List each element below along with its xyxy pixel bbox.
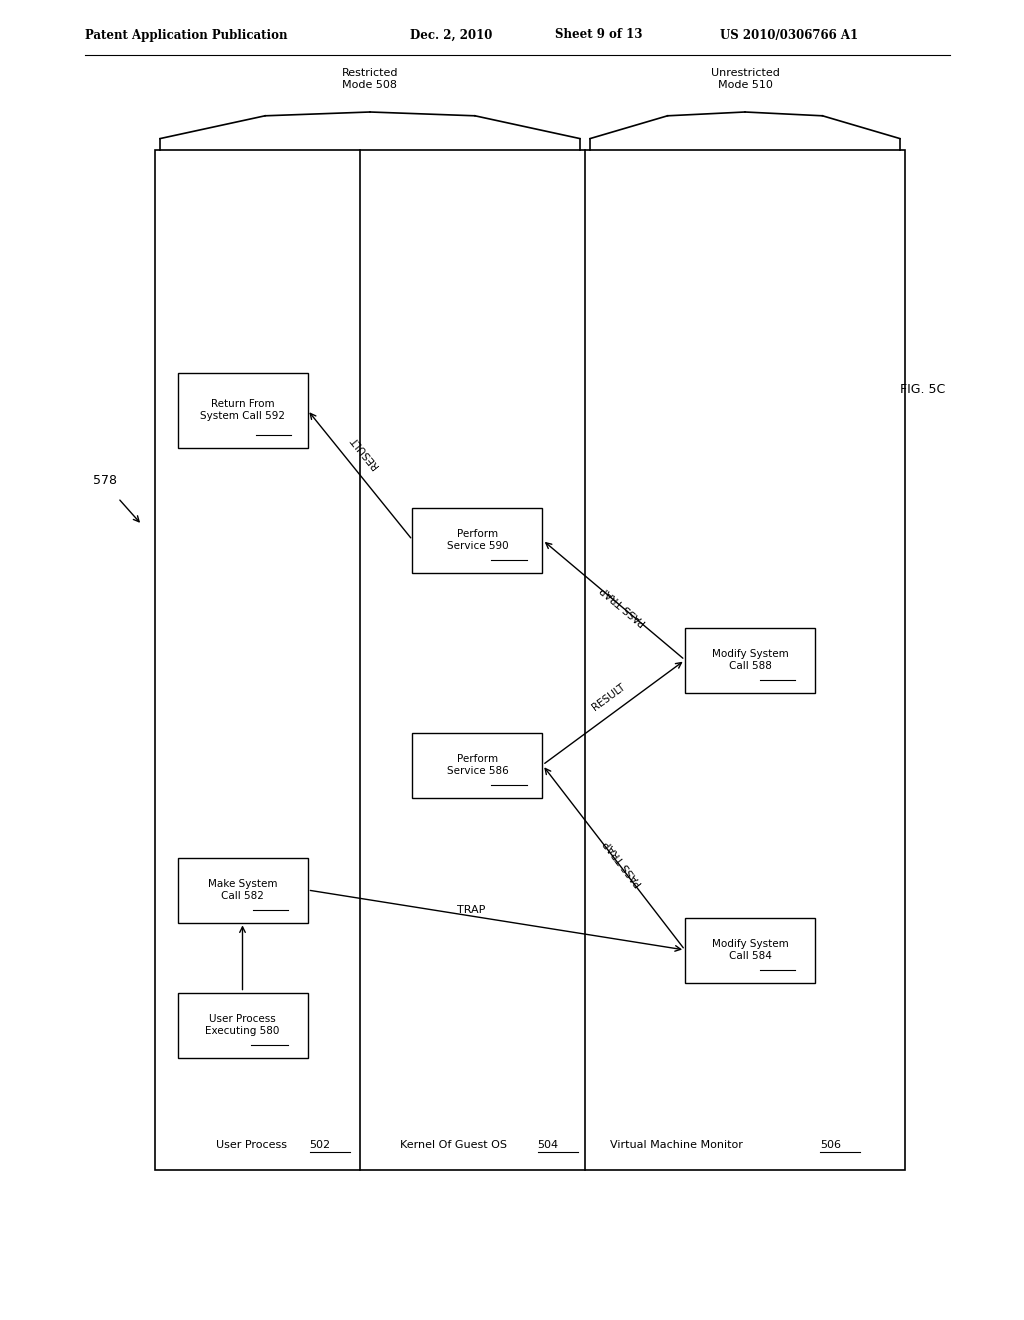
Text: Return From
System Call 592: Return From System Call 592 — [200, 399, 285, 421]
Text: Virtual Machine Monitor: Virtual Machine Monitor — [610, 1140, 742, 1150]
FancyBboxPatch shape — [155, 150, 905, 1170]
Text: TRAP: TRAP — [457, 906, 485, 915]
Text: Perform
Service 586: Perform Service 586 — [446, 754, 508, 776]
FancyBboxPatch shape — [177, 993, 307, 1057]
Text: RESULT: RESULT — [591, 682, 627, 713]
FancyBboxPatch shape — [685, 627, 815, 693]
FancyBboxPatch shape — [413, 733, 543, 797]
Text: PASS TRAP: PASS TRAP — [599, 583, 648, 627]
Text: 504: 504 — [538, 1140, 559, 1150]
Text: Perform
Service 590: Perform Service 590 — [446, 529, 508, 550]
Text: Make System
Call 582: Make System Call 582 — [208, 879, 278, 900]
Text: Dec. 2, 2010: Dec. 2, 2010 — [410, 29, 493, 41]
FancyBboxPatch shape — [685, 917, 815, 982]
Text: Modify System
Call 584: Modify System Call 584 — [712, 940, 788, 961]
Text: PASS TRAP: PASS TRAP — [603, 837, 645, 887]
FancyBboxPatch shape — [413, 507, 543, 573]
Text: Sheet 9 of 13: Sheet 9 of 13 — [555, 29, 642, 41]
Text: Unrestricted
Mode 510: Unrestricted Mode 510 — [711, 69, 779, 90]
Text: Patent Application Publication: Patent Application Publication — [85, 29, 288, 41]
Text: Kernel Of Guest OS: Kernel Of Guest OS — [400, 1140, 508, 1150]
Text: User Process: User Process — [215, 1140, 287, 1150]
Text: US 2010/0306766 A1: US 2010/0306766 A1 — [720, 29, 858, 41]
Text: Restricted
Mode 508: Restricted Mode 508 — [342, 69, 398, 90]
Text: RESULT: RESULT — [349, 434, 381, 470]
Text: User Process
Executing 580: User Process Executing 580 — [206, 1014, 280, 1036]
Text: 502: 502 — [309, 1140, 331, 1150]
Text: 578: 578 — [93, 474, 117, 487]
FancyBboxPatch shape — [177, 858, 307, 923]
FancyBboxPatch shape — [177, 372, 307, 447]
Text: Modify System
Call 588: Modify System Call 588 — [712, 649, 788, 671]
Text: FIG. 5C: FIG. 5C — [900, 384, 945, 396]
Text: 506: 506 — [820, 1140, 841, 1150]
